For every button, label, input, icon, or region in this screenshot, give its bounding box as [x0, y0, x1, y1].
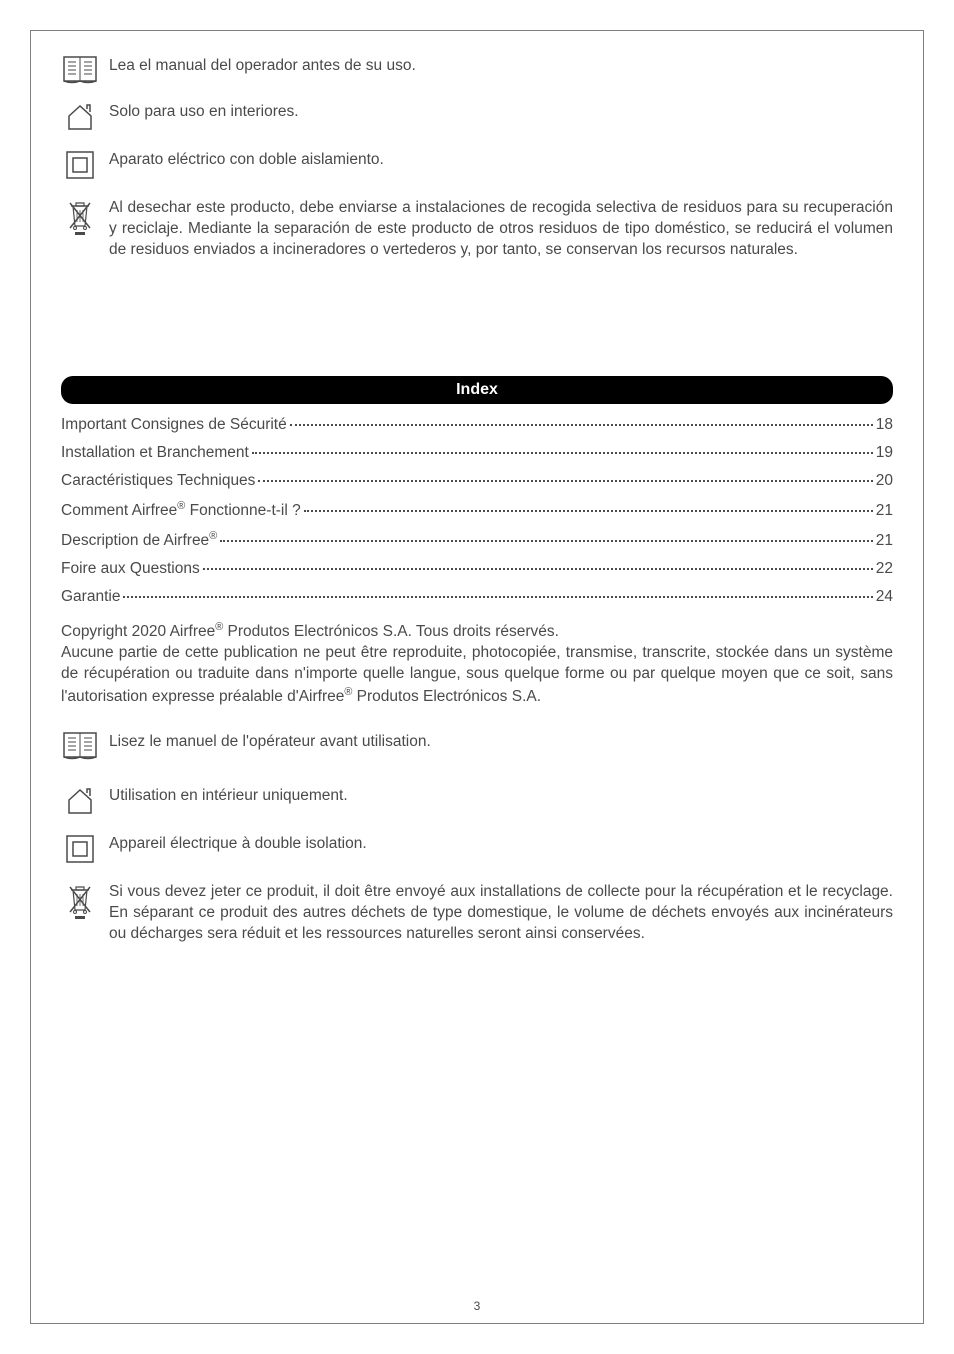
house-icon — [61, 102, 99, 132]
toc-line-5: Foire aux Questions 22 — [61, 560, 893, 578]
indoor-text-es: Solo para uso en interiores. — [99, 102, 893, 123]
toc-label: Caractéristiques Techniques — [61, 472, 255, 490]
icon-row-weee-es: Al desechar este producto, debe enviarse… — [61, 198, 893, 261]
indoor-text-fr: Utilisation en intérieur uniquement. — [99, 786, 893, 807]
double-insulation-icon — [61, 834, 99, 864]
index-header: Index — [61, 376, 893, 404]
icon-row-weee-fr: Si vous devez jeter ce produit, il doit … — [61, 882, 893, 945]
weee-text-fr: Si vous devez jeter ce produit, il doit … — [99, 882, 893, 945]
toc-dots — [123, 596, 872, 598]
toc-dots — [290, 424, 873, 426]
toc-label: Comment Airfree® Fonctionne-t-il ? — [61, 500, 301, 520]
toc-dots — [203, 568, 873, 570]
icon-row-insulation-es: Aparato eléctrico con doble aislamiento. — [61, 150, 893, 180]
toc-dots — [258, 480, 872, 482]
page-number: 3 — [31, 1299, 923, 1313]
toc-page: 19 — [876, 444, 893, 462]
double-insulation-icon — [61, 150, 99, 180]
toc-line-1: Installation et Branchement 19 — [61, 444, 893, 462]
icon-row-indoor-es: Solo para uso en interiores. — [61, 102, 893, 132]
toc-dots — [304, 510, 873, 512]
toc-page: 24 — [876, 588, 893, 606]
icon-row-insulation-fr: Appareil électrique à double isolation. — [61, 834, 893, 864]
manual-text-fr: Lisez le manuel de l'opérateur avant uti… — [99, 732, 893, 753]
page-frame: Lea el manual del operador antes de su u… — [30, 30, 924, 1324]
toc-dots — [220, 540, 873, 542]
toc-label: Foire aux Questions — [61, 560, 200, 578]
icon-row-indoor-fr: Utilisation en intérieur uniquement. — [61, 786, 893, 816]
toc-page: 21 — [876, 532, 893, 550]
toc-line-2: Caractéristiques Techniques 20 — [61, 472, 893, 490]
house-icon — [61, 786, 99, 816]
toc-label: Installation et Branchement — [61, 444, 249, 462]
toc-page: 18 — [876, 416, 893, 434]
manual-text-es: Lea el manual del operador antes de su u… — [99, 56, 893, 77]
toc-page: 21 — [876, 502, 893, 520]
toc-line-4: Description de Airfree® 21 — [61, 530, 893, 550]
toc-dots — [252, 452, 873, 454]
toc-line-0: Important Consignes de Sécurité 18 — [61, 416, 893, 434]
toc-line-3: Comment Airfree® Fonctionne-t-il ? 21 — [61, 500, 893, 520]
copyright-text: Copyright 2020 Airfree® Produtos Electró… — [61, 620, 893, 708]
icon-row-manual-fr: Lisez le manuel de l'opérateur avant uti… — [61, 732, 893, 760]
toc-line-6: Garantie 24 — [61, 588, 893, 606]
weee-text-es: Al desechar este producto, debe enviarse… — [99, 198, 893, 261]
toc-label: Important Consignes de Sécurité — [61, 416, 287, 434]
insulation-text-fr: Appareil électrique à double isolation. — [99, 834, 893, 855]
manual-icon — [61, 732, 99, 760]
toc-label: Garantie — [61, 588, 120, 606]
weee-icon — [61, 882, 99, 920]
toc-page: 20 — [876, 472, 893, 490]
icon-row-manual-es: Lea el manual del operador antes de su u… — [61, 56, 893, 84]
toc-page: 22 — [876, 560, 893, 578]
toc-label: Description de Airfree® — [61, 530, 217, 550]
manual-icon — [61, 56, 99, 84]
weee-icon — [61, 198, 99, 236]
insulation-text-es: Aparato eléctrico con doble aislamiento. — [99, 150, 893, 171]
